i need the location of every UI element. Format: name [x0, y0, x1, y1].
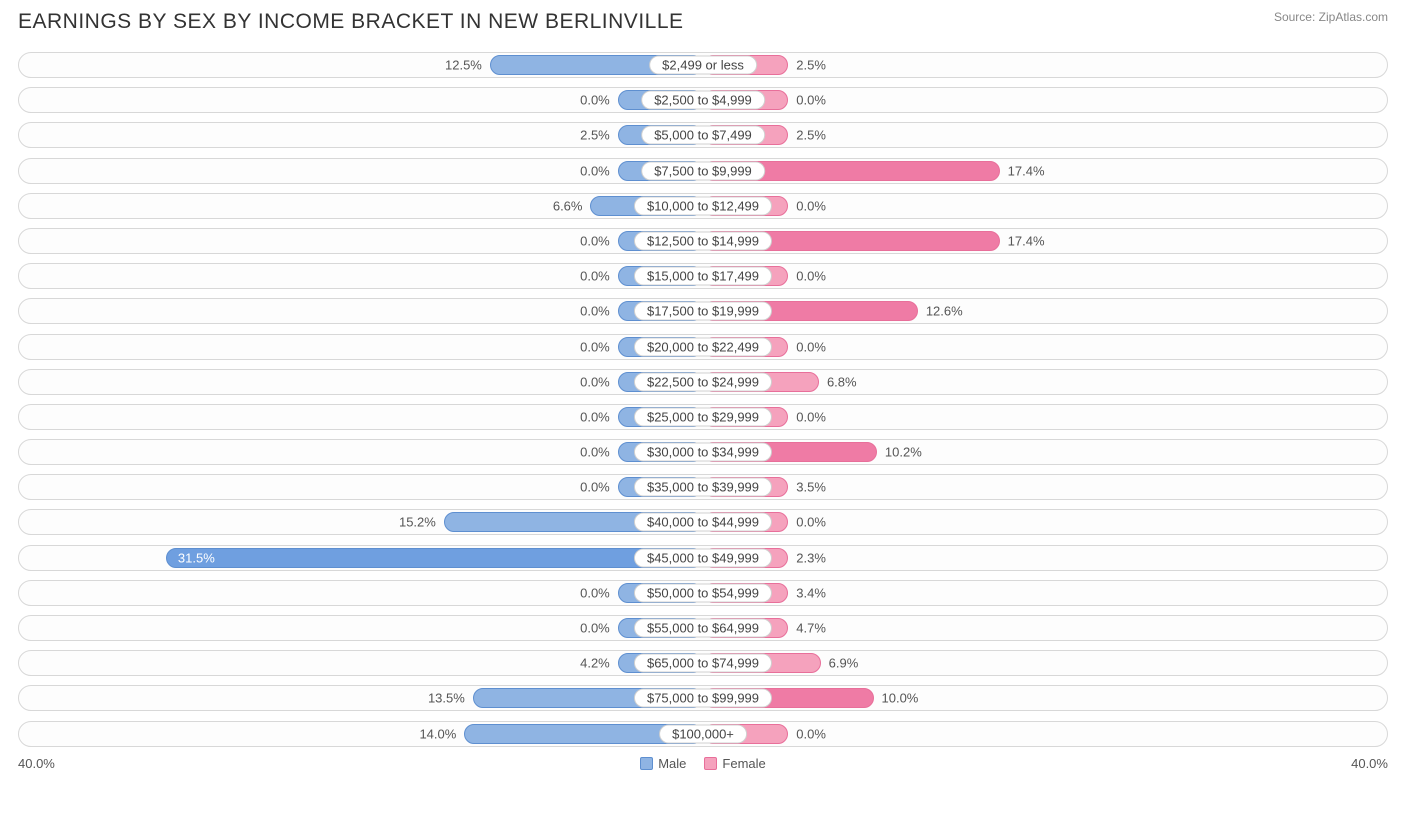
- legend-item-male: Male: [640, 756, 686, 771]
- chart-header: EARNINGS BY SEX BY INCOME BRACKET IN NEW…: [18, 10, 1388, 34]
- pct-label-female: 12.6%: [926, 304, 963, 319]
- pct-label-female: 0.0%: [796, 515, 826, 530]
- chart-row: 4.2% 6.9% $65,000 to $74,999: [18, 650, 1388, 676]
- legend: Male Female: [640, 756, 766, 771]
- pct-label-female: 6.8%: [827, 374, 857, 389]
- pct-label-female: 0.0%: [796, 93, 826, 108]
- pct-label-female: 0.0%: [796, 269, 826, 284]
- pct-label-female: 10.2%: [885, 445, 922, 460]
- bracket-label: $12,500 to $14,999: [634, 231, 772, 250]
- pct-label-male: 0.0%: [580, 339, 610, 354]
- pct-label-female: 0.0%: [796, 198, 826, 213]
- pct-label-male: 4.2%: [580, 656, 610, 671]
- chart-row: 15.2% 0.0% $40,000 to $44,999: [18, 509, 1388, 535]
- pct-label-female: 0.0%: [796, 726, 826, 741]
- legend-item-female: Female: [704, 756, 765, 771]
- pct-label-male: 0.0%: [580, 269, 610, 284]
- bracket-label: $20,000 to $22,499: [634, 337, 772, 356]
- pct-label-male: 14.0%: [419, 726, 456, 741]
- chart-row: 0.0% 0.0% $15,000 to $17,499: [18, 263, 1388, 289]
- bracket-label: $35,000 to $39,999: [634, 478, 772, 497]
- pct-label-female: 3.5%: [796, 480, 826, 495]
- chart-row: 0.0% 0.0% $2,500 to $4,999: [18, 87, 1388, 113]
- pct-label-male: 2.5%: [580, 128, 610, 143]
- bracket-label: $15,000 to $17,499: [634, 267, 772, 286]
- chart-body: 12.5% 2.5% $2,499 or less 0.0% 0.0% $2,500 to…: [18, 52, 1388, 747]
- chart-title: EARNINGS BY SEX BY INCOME BRACKET IN NEW…: [18, 10, 684, 34]
- chart-row: 0.0% 10.2% $30,000 to $34,999: [18, 439, 1388, 465]
- bar-male: [166, 548, 703, 568]
- pct-label-male: 15.2%: [399, 515, 436, 530]
- legend-swatch-female: [704, 757, 717, 770]
- chart-row: 12.5% 2.5% $2,499 or less: [18, 52, 1388, 78]
- chart-row: 0.0% 3.5% $35,000 to $39,999: [18, 474, 1388, 500]
- chart-row: 0.0% 3.4% $50,000 to $54,999: [18, 580, 1388, 606]
- bracket-label: $17,500 to $19,999: [634, 302, 772, 321]
- bracket-label: $100,000+: [659, 724, 747, 743]
- chart-source: Source: ZipAtlas.com: [1274, 10, 1388, 24]
- chart-row: 0.0% 17.4% $7,500 to $9,999: [18, 158, 1388, 184]
- bracket-label: $10,000 to $12,499: [634, 196, 772, 215]
- chart-row: 6.6% 0.0% $10,000 to $12,499: [18, 193, 1388, 219]
- pct-label-male: 0.0%: [580, 374, 610, 389]
- pct-label-male: 13.5%: [428, 691, 465, 706]
- pct-label-female: 3.4%: [796, 585, 826, 600]
- legend-label-male: Male: [658, 756, 686, 771]
- bracket-label: $65,000 to $74,999: [634, 654, 772, 673]
- bracket-label: $7,500 to $9,999: [641, 161, 765, 180]
- pct-label-female: 4.7%: [796, 621, 826, 636]
- pct-label-female: 0.0%: [796, 339, 826, 354]
- pct-label-female: 2.5%: [796, 58, 826, 73]
- pct-label-female: 10.0%: [882, 691, 919, 706]
- chart-container: EARNINGS BY SEX BY INCOME BRACKET IN NEW…: [0, 0, 1406, 779]
- bracket-label: $5,000 to $7,499: [641, 126, 765, 145]
- legend-label-female: Female: [722, 756, 765, 771]
- bracket-label: $45,000 to $49,999: [634, 548, 772, 567]
- chart-row: 14.0% 0.0% $100,000+: [18, 721, 1388, 747]
- bracket-label: $40,000 to $44,999: [634, 513, 772, 532]
- pct-label-male: 0.0%: [580, 621, 610, 636]
- pct-label-male: 12.5%: [445, 58, 482, 73]
- pct-label-male: 0.0%: [580, 93, 610, 108]
- chart-row: 31.5% 2.3% $45,000 to $49,999: [18, 545, 1388, 571]
- pct-label-female: 17.4%: [1008, 163, 1045, 178]
- chart-row: 0.0% 17.4% $12,500 to $14,999: [18, 228, 1388, 254]
- pct-label-male: 0.0%: [580, 585, 610, 600]
- bracket-label: $75,000 to $99,999: [634, 689, 772, 708]
- chart-row: 0.0% 12.6% $17,500 to $19,999: [18, 298, 1388, 324]
- legend-swatch-male: [640, 757, 653, 770]
- chart-row: 0.0% 0.0% $25,000 to $29,999: [18, 404, 1388, 430]
- pct-label-female: 2.3%: [796, 550, 826, 565]
- pct-label-female: 0.0%: [796, 409, 826, 424]
- chart-row: 0.0% 4.7% $55,000 to $64,999: [18, 615, 1388, 641]
- pct-label-male: 31.5%: [172, 550, 215, 565]
- bracket-label: $25,000 to $29,999: [634, 407, 772, 426]
- pct-label-male: 0.0%: [580, 445, 610, 460]
- pct-label-female: 17.4%: [1008, 233, 1045, 248]
- chart-row: 0.0% 0.0% $20,000 to $22,499: [18, 334, 1388, 360]
- axis-max-right: 40.0%: [1351, 756, 1388, 771]
- pct-label-female: 6.9%: [829, 656, 859, 671]
- chart-row: 2.5% 2.5% $5,000 to $7,499: [18, 122, 1388, 148]
- axis-max-left: 40.0%: [18, 756, 55, 771]
- pct-label-male: 0.0%: [580, 480, 610, 495]
- chart-row: 0.0% 6.8% $22,500 to $24,999: [18, 369, 1388, 395]
- bracket-label: $55,000 to $64,999: [634, 619, 772, 638]
- chart-row: 13.5% 10.0% $75,000 to $99,999: [18, 685, 1388, 711]
- pct-label-female: 2.5%: [796, 128, 826, 143]
- chart-footer: 40.0% Male Female 40.0%: [18, 756, 1388, 771]
- pct-label-male: 0.0%: [580, 304, 610, 319]
- bracket-label: $2,499 or less: [649, 56, 757, 75]
- bracket-label: $22,500 to $24,999: [634, 372, 772, 391]
- bracket-label: $30,000 to $34,999: [634, 443, 772, 462]
- bracket-label: $2,500 to $4,999: [641, 91, 765, 110]
- pct-label-male: 0.0%: [580, 233, 610, 248]
- pct-label-male: 6.6%: [553, 198, 583, 213]
- bracket-label: $50,000 to $54,999: [634, 583, 772, 602]
- pct-label-male: 0.0%: [580, 409, 610, 424]
- pct-label-male: 0.0%: [580, 163, 610, 178]
